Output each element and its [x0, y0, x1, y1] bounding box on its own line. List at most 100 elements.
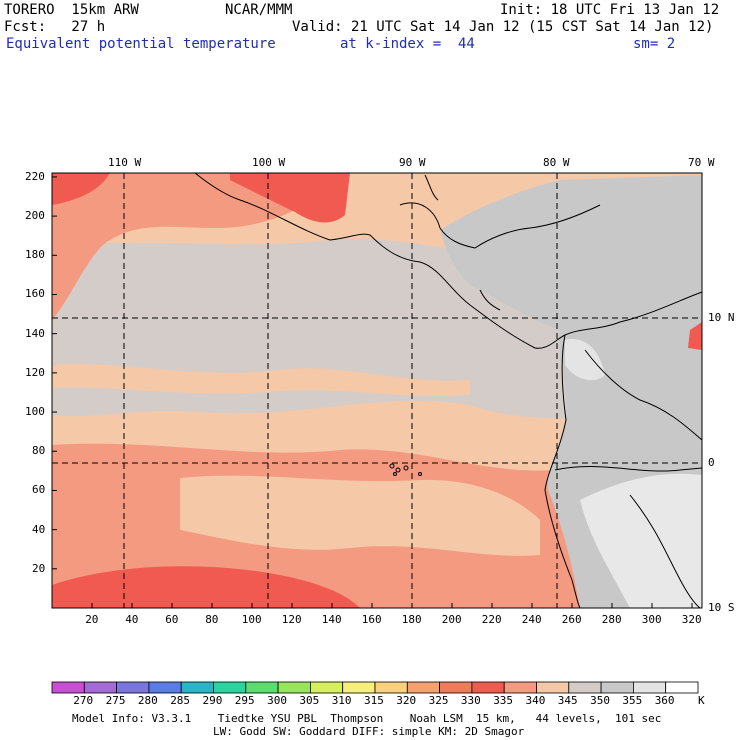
- colorbar-level-label: 290: [202, 694, 223, 707]
- x-tick-label: 260: [561, 613, 582, 626]
- colorbar-swatch: [439, 681, 473, 694]
- colorbar-swatch: [116, 681, 150, 694]
- colorbar-swatch: [471, 681, 505, 694]
- forecast-hour: Fcst: 27 h: [4, 19, 106, 35]
- colorbar-level-label: 355: [622, 694, 643, 707]
- y-tick-label: 60: [32, 483, 46, 497]
- lon-label-110w: 110 W: [108, 156, 142, 169]
- smoothing-info: sm= 2: [633, 36, 676, 52]
- lat-label-0: 0: [708, 456, 715, 469]
- field-band-335-s: [52, 566, 360, 608]
- colorbar-swatch: [374, 681, 408, 694]
- lon-label-80w: 80 W: [543, 156, 570, 169]
- model-info-line: Model Info: V3.3.1 Tiedtke YSU PBL Thomp…: [72, 712, 662, 725]
- coastlines: [194, 172, 703, 609]
- colorbar-level-label: 280: [137, 694, 158, 707]
- y-tick-label: 160: [25, 287, 45, 301]
- field-band-345-s: [180, 475, 540, 556]
- map-frame: [51, 172, 703, 609]
- colorbar-level-label: 285: [170, 694, 191, 707]
- colorbar-swatch: [148, 681, 182, 694]
- x-tick-label: 320: [681, 613, 702, 626]
- x-tick-label: 60: [165, 613, 179, 626]
- colorbar: [51, 681, 699, 694]
- colorbar-level-label: 300: [267, 694, 287, 707]
- y-tick-label: 100: [25, 405, 45, 419]
- x-tick-label: 20: [85, 613, 99, 626]
- field-band-340-nw: [52, 173, 330, 320]
- x-tick-label: 300: [641, 613, 662, 626]
- y-tick-label: 200: [25, 209, 45, 223]
- islands: [389, 463, 422, 476]
- colorbar-level-label: 335: [493, 694, 514, 707]
- y-tick-label: 220: [25, 169, 45, 183]
- colorbar-level-label: 320: [396, 694, 417, 707]
- colorbar-level-label: 350: [590, 694, 610, 707]
- model-title: TORERO 15km ARW: [4, 2, 139, 18]
- colorbar-unit: K: [698, 694, 705, 707]
- organization: NCAR/MMM: [225, 2, 293, 18]
- colorbar-swatch: [600, 681, 634, 694]
- x-tick-label: 180: [401, 613, 422, 626]
- lon-label-70w: 70 W: [688, 156, 715, 169]
- axis-ticks: [52, 176, 693, 608]
- y-tick-label: 180: [25, 248, 45, 262]
- level-info: at k-index = 44: [340, 36, 475, 52]
- x-tick-label: 200: [441, 613, 462, 626]
- y-tick-label: 20: [32, 561, 46, 575]
- field-land-hot: [688, 322, 702, 350]
- colorbar-level-label: 340: [525, 694, 546, 707]
- colorbar-swatch: [342, 681, 376, 694]
- x-tick-label: 100: [241, 613, 262, 626]
- lat-label-10n: 10 N: [708, 311, 735, 324]
- valid-time: Valid: 21 UTC Sat 14 Jan 12 (15 CST Sat …: [292, 19, 714, 35]
- x-tick-label: 120: [281, 613, 302, 626]
- y-tick-label: 140: [25, 326, 45, 340]
- x-tick-label: 280: [601, 613, 622, 626]
- field-band-345-streak: [52, 364, 470, 397]
- latlon-grid: [52, 173, 702, 608]
- colorbar-swatch: [180, 681, 214, 694]
- colorbar-swatch: [536, 681, 570, 694]
- physics-info-line: LW: Godd SW: Goddard DIFF: simple KM: 2D…: [213, 725, 525, 738]
- colorbar-swatch: [309, 681, 344, 694]
- colorbar-swatch: [665, 681, 699, 694]
- colorbar-swatch: [213, 681, 247, 694]
- lat-label-10s: 10 S: [708, 601, 735, 614]
- colorbar-level-label: 310: [331, 694, 352, 707]
- field-band-335-n: [230, 173, 350, 223]
- init-time: Init: 18 UTC Fri 13 Jan 12: [500, 2, 720, 18]
- colorbar-swatch: [503, 681, 537, 694]
- colorbar-swatch: [633, 681, 667, 694]
- colorbar-level-label: 345: [557, 694, 578, 707]
- field-band-335-nw: [52, 173, 110, 205]
- y-tick-label: 40: [32, 522, 46, 536]
- colorbar-swatch: [83, 681, 118, 694]
- x-tick-label: 40: [125, 613, 139, 626]
- colorbar-swatch: [245, 681, 279, 694]
- x-tick-label: 80: [205, 613, 219, 626]
- colorbar-swatch: [277, 681, 311, 694]
- colorbar-swatch: [51, 681, 85, 694]
- y-tick-label: 80: [32, 444, 46, 458]
- lon-label-90w: 90 W: [399, 156, 426, 169]
- colorbar-level-label: 315: [364, 694, 384, 707]
- field-name: Equivalent potential temperature: [6, 36, 276, 52]
- x-tick-label: 140: [321, 613, 342, 626]
- colorbar-level-label: 360: [654, 694, 675, 707]
- y-tick-label: 120: [25, 365, 45, 379]
- colorbar-swatch: [568, 681, 602, 694]
- field-land-360: [580, 473, 702, 608]
- colorbar-level-label: 325: [428, 694, 449, 707]
- colorbar-swatch: [406, 681, 440, 694]
- field-land-central-am: [440, 175, 702, 330]
- field-land-360b: [565, 339, 605, 381]
- colorbar-level-label: 305: [299, 694, 320, 707]
- x-tick-label: 160: [361, 613, 382, 626]
- lon-label-100w: 100 W: [252, 156, 286, 169]
- x-tick-label: 240: [521, 613, 542, 626]
- colorbar-level-label: 330: [460, 694, 481, 707]
- colorbar-level-label: 275: [105, 694, 126, 707]
- colorbar-level-label: 270: [73, 694, 94, 707]
